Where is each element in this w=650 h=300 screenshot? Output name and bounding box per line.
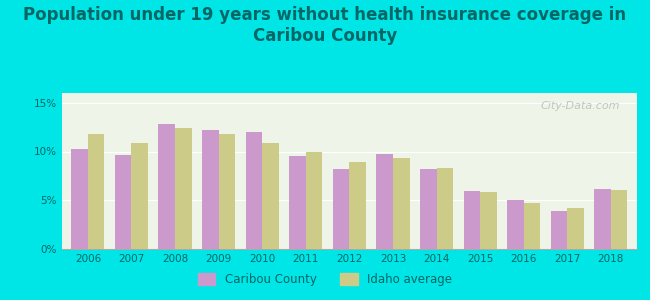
Bar (289, 156, 306, 249)
Bar (524, 203, 540, 249)
Bar (72, 148, 88, 249)
Bar (480, 193, 497, 249)
Bar (202, 130, 218, 249)
Bar (88, 134, 105, 249)
Bar (463, 190, 480, 249)
Bar (131, 143, 148, 249)
Bar (437, 168, 453, 249)
Bar (507, 200, 524, 249)
Bar (594, 188, 611, 249)
Bar (306, 152, 322, 249)
Text: Population under 19 years without health insurance coverage in
Caribou County: Population under 19 years without health… (23, 6, 627, 45)
Bar (393, 158, 410, 249)
Bar (420, 169, 437, 249)
Bar (246, 132, 262, 249)
Bar (376, 154, 393, 249)
Text: City-Data.com: City-Data.com (540, 101, 619, 111)
Bar (175, 128, 192, 249)
Legend: Caribou County, Idaho average: Caribou County, Idaho average (193, 268, 457, 291)
Bar (551, 211, 567, 249)
Bar (611, 190, 627, 249)
Bar (262, 143, 279, 249)
Bar (333, 169, 350, 249)
Bar (115, 155, 131, 249)
Bar (567, 208, 584, 249)
Bar (159, 124, 175, 249)
Bar (350, 162, 366, 249)
Bar (218, 134, 235, 249)
